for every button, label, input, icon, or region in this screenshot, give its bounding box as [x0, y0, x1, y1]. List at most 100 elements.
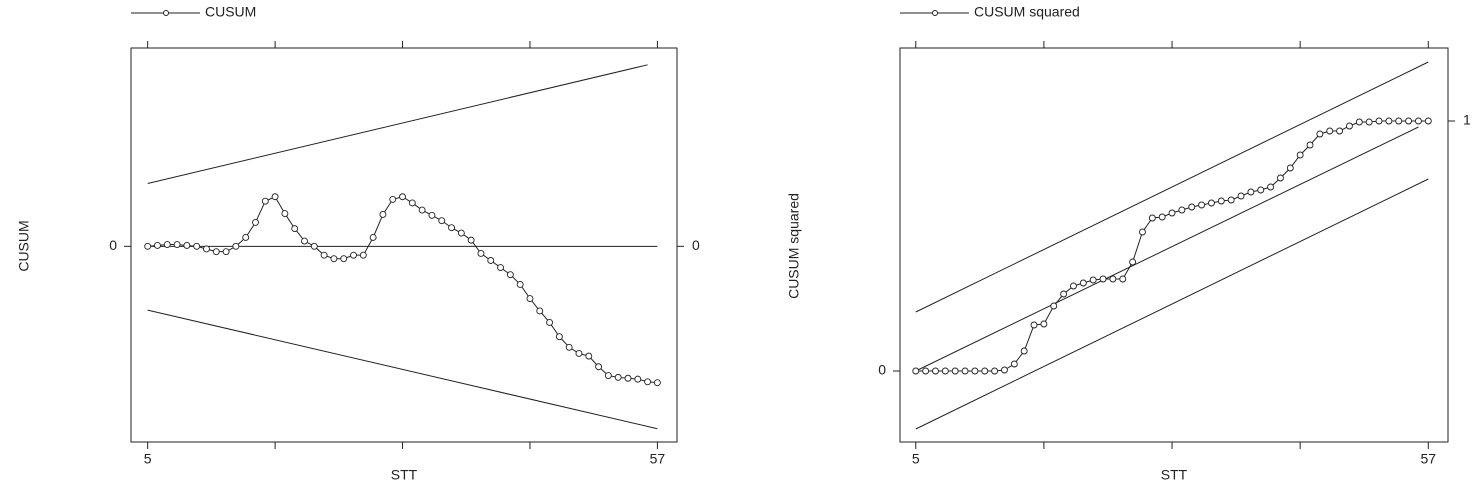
- data-point: [1414, 117, 1422, 125]
- data-point: [585, 352, 593, 360]
- bound-line: [915, 126, 1419, 372]
- data-point: [1247, 188, 1255, 196]
- data-point: [1030, 321, 1038, 329]
- x-tick-label: 5: [144, 451, 152, 467]
- data-point: [546, 319, 554, 326]
- data-point: [614, 373, 622, 381]
- data-point: [1148, 214, 1156, 222]
- data-point: [222, 248, 230, 256]
- data-point: [330, 255, 338, 263]
- y2-tick-label: 1: [1463, 112, 1471, 128]
- data-point: [1089, 276, 1097, 284]
- data-point: [291, 225, 299, 233]
- data-point: [1129, 258, 1137, 266]
- data-point: [971, 367, 979, 375]
- data-point: [438, 217, 446, 225]
- data-point: [1267, 183, 1275, 191]
- data-point: [516, 280, 524, 288]
- plot-frame: [130, 47, 678, 443]
- data-point: [379, 211, 387, 218]
- x-tick-label: 57: [1420, 451, 1436, 467]
- data-point: [1109, 275, 1117, 283]
- bound-line: [147, 309, 658, 430]
- data-point: [477, 249, 485, 257]
- data-point: [340, 255, 348, 263]
- data-point: [1385, 117, 1393, 125]
- data-point: [1227, 196, 1235, 204]
- data-point: [1395, 117, 1403, 125]
- data-point: [163, 241, 171, 249]
- data-point: [1168, 209, 1176, 217]
- data-point: [467, 236, 475, 244]
- data-point: [418, 206, 426, 214]
- data-point: [487, 257, 495, 264]
- data-point: [565, 343, 573, 351]
- data-point: [506, 271, 514, 279]
- data-point: [604, 372, 612, 380]
- data-point: [1070, 282, 1077, 290]
- legend-label: CUSUM squared: [974, 4, 1080, 20]
- data-point: [981, 367, 989, 375]
- data-point: [1208, 199, 1215, 207]
- x-axis-label: STT: [391, 467, 418, 483]
- data-point: [912, 367, 920, 375]
- data-point: [1375, 117, 1383, 125]
- data-point: [203, 245, 210, 253]
- data-point: [144, 242, 152, 250]
- data-point: [261, 197, 269, 205]
- data-point: [1424, 117, 1432, 125]
- data-point: [242, 234, 250, 241]
- data-point: [212, 248, 220, 256]
- data-point: [320, 251, 328, 259]
- data-point: [644, 378, 652, 386]
- legend-label: CUSUM: [205, 4, 256, 20]
- data-point: [408, 199, 416, 207]
- y2-tick-label: 0: [692, 237, 700, 253]
- data-point: [428, 211, 436, 219]
- x-axis-label: STT: [1161, 467, 1188, 483]
- data-point: [1010, 360, 1018, 368]
- data-point: [1257, 186, 1265, 194]
- data-point: [634, 375, 642, 383]
- data-point: [575, 350, 583, 357]
- data-point: [951, 367, 959, 375]
- data-point: [1405, 117, 1413, 125]
- data-point: [310, 242, 318, 250]
- data-point: [154, 241, 161, 249]
- data-point: [1178, 206, 1186, 214]
- data-point: [457, 229, 465, 237]
- x-tick-label: 57: [650, 451, 666, 467]
- data-point: [183, 241, 191, 249]
- data-point: [252, 218, 259, 226]
- data-point: [1050, 302, 1058, 310]
- data-point: [555, 333, 563, 341]
- data-point: [448, 224, 455, 232]
- y-tick-label: 0: [878, 362, 886, 378]
- data-point: [922, 367, 930, 375]
- data-point: [359, 251, 367, 259]
- data-point: [932, 367, 939, 375]
- data-point: [173, 241, 181, 249]
- data-point: [1296, 151, 1304, 159]
- data-point: [1306, 141, 1314, 149]
- data-point: [1365, 118, 1373, 126]
- data-point: [1326, 127, 1334, 135]
- data-point: [389, 195, 397, 203]
- data-point: [1079, 279, 1087, 287]
- data-point: [1316, 130, 1324, 138]
- x-tick-label: 5: [912, 451, 920, 467]
- data-point: [1139, 228, 1146, 236]
- data-point: [350, 251, 357, 259]
- bound-line: [915, 61, 1429, 313]
- data-point: [1345, 122, 1353, 130]
- data-point: [653, 379, 661, 387]
- data-point: [1060, 290, 1068, 298]
- data-point: [1020, 347, 1028, 355]
- data-point: [941, 367, 949, 375]
- data-point: [1286, 164, 1294, 172]
- data-point: [595, 363, 603, 371]
- data-point: [497, 264, 505, 272]
- data-point: [1336, 127, 1344, 135]
